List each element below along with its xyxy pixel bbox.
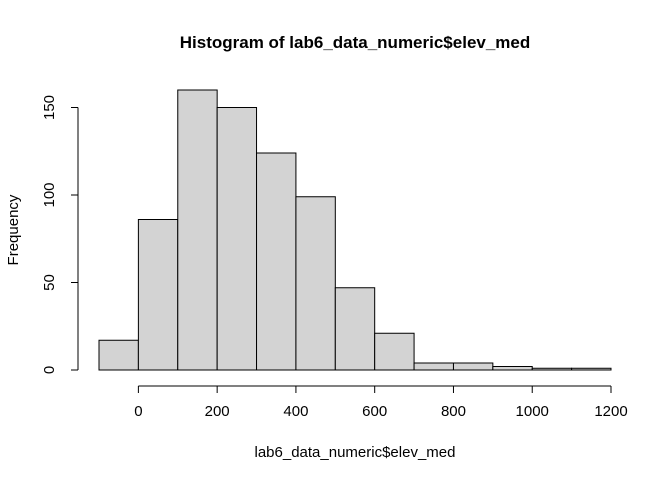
histogram-bar-3 <box>216 107 258 371</box>
histogram-bar-7 <box>374 332 415 371</box>
histogram-bars <box>98 89 612 371</box>
histogram-bar-5 <box>295 196 336 371</box>
histogram-bar-0 <box>98 339 139 371</box>
histogram-bar-11 <box>531 367 573 371</box>
x-tick-label: 200 <box>205 403 230 420</box>
histogram-bar-4 <box>256 152 297 371</box>
histogram-bar-12 <box>571 367 612 371</box>
histogram-bar-1 <box>137 219 179 371</box>
x-axis-label: lab6_data_numeric$elev_med <box>255 444 456 461</box>
x-axis-ticks: 0 200 400 600 800 1000 1200 <box>134 386 628 420</box>
x-tick-label: 800 <box>441 403 466 420</box>
y-axis-label: Frequency <box>5 194 22 265</box>
x-tick-label: 400 <box>283 403 308 420</box>
y-tick-label: 0 <box>41 366 58 374</box>
y-axis-ticks: 0 50 100 150 <box>41 95 78 374</box>
x-tick-label: 0 <box>134 403 142 420</box>
x-tick-label: 1000 <box>516 403 549 420</box>
x-axis: 0 200 400 600 800 1000 1200 <box>134 385 628 420</box>
histogram-bar-9 <box>452 362 494 371</box>
x-tick-label: 600 <box>362 403 387 420</box>
y-tick-label: 50 <box>41 274 58 291</box>
y-axis: 0 50 100 150 <box>41 95 79 374</box>
histogram-bar-10 <box>492 366 533 371</box>
x-tick-label: 1200 <box>594 403 627 420</box>
histogram-bar-6 <box>334 287 376 371</box>
histogram-bar-8 <box>413 362 454 371</box>
y-tick-label: 100 <box>41 182 58 207</box>
histogram-bar-2 <box>177 89 218 371</box>
y-tick-label: 150 <box>41 95 58 120</box>
chart-title: Histogram of lab6_data_numeric$elev_med <box>180 33 531 52</box>
